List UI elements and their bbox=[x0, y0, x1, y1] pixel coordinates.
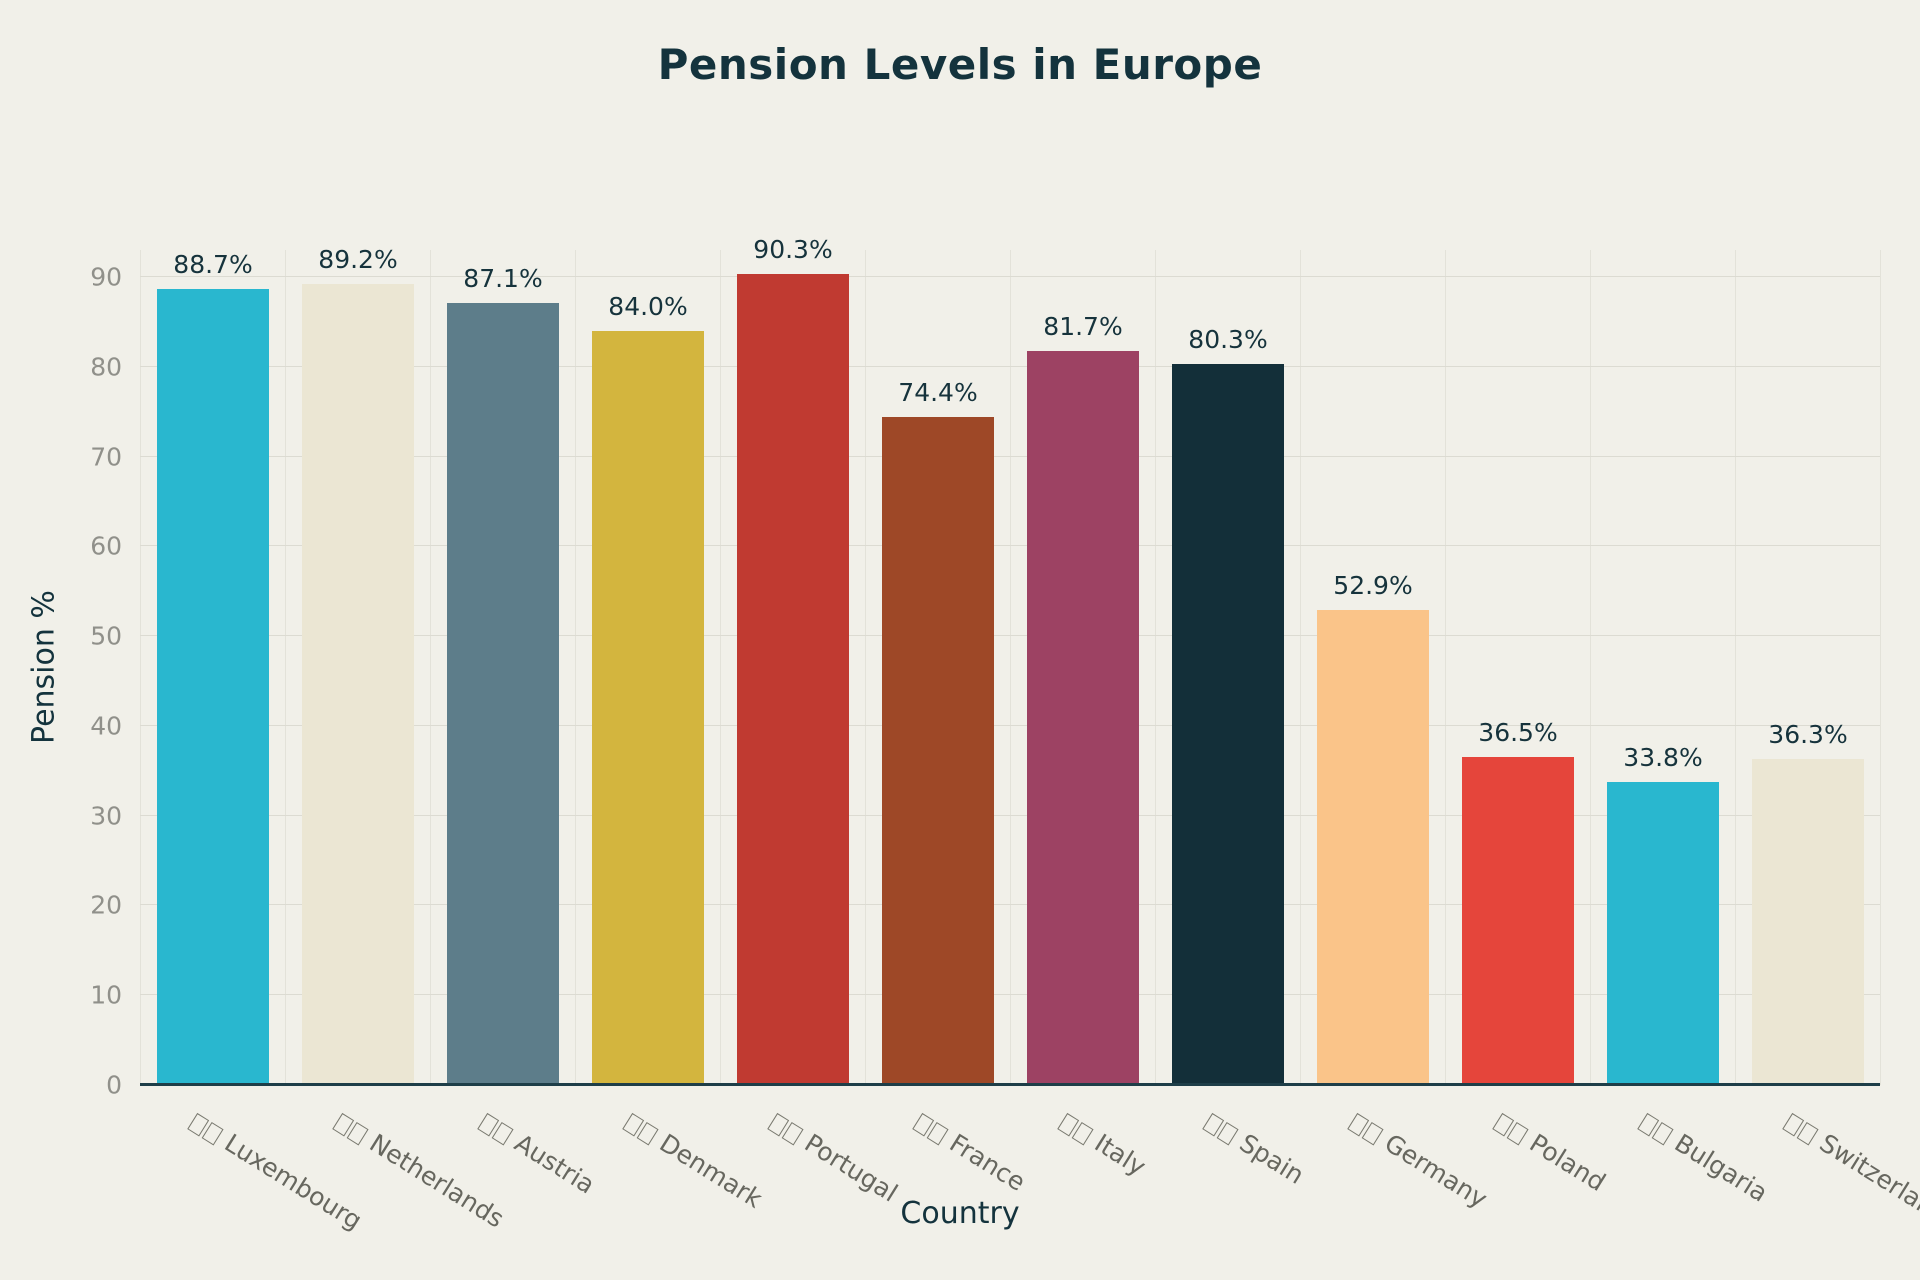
bar bbox=[302, 284, 414, 1085]
bar-value-label: 80.3% bbox=[1188, 325, 1268, 354]
gridline-h bbox=[140, 994, 1880, 995]
x-tick-text: Italy bbox=[1089, 1128, 1151, 1182]
bar bbox=[157, 289, 269, 1085]
x-tick-label: Spain bbox=[1201, 1107, 1310, 1190]
x-tick-text: Austria bbox=[509, 1128, 600, 1200]
bar bbox=[737, 274, 849, 1085]
bar bbox=[1027, 351, 1139, 1085]
gridline-v bbox=[140, 250, 141, 1085]
x-tick-label: Austria bbox=[476, 1107, 600, 1200]
x-axis-title: Country bbox=[900, 1196, 1020, 1231]
gridline-h bbox=[140, 366, 1880, 367]
y-tick-label: 90 bbox=[90, 262, 122, 292]
x-tick-label: Portugal bbox=[766, 1107, 903, 1208]
gridline-v bbox=[865, 250, 866, 1085]
chart-title: Pension Levels in Europe bbox=[657, 40, 1263, 89]
y-tick-label: 30 bbox=[90, 801, 122, 831]
y-tick-label: 80 bbox=[90, 352, 122, 382]
bar bbox=[1462, 757, 1574, 1085]
bar bbox=[447, 303, 559, 1085]
gridline-h bbox=[140, 725, 1880, 726]
bar bbox=[882, 417, 994, 1085]
bar-value-label: 89.2% bbox=[318, 245, 398, 274]
y-tick-label: 60 bbox=[90, 531, 122, 561]
bar bbox=[1752, 759, 1864, 1085]
bar bbox=[592, 331, 704, 1085]
gridline-v bbox=[1735, 250, 1736, 1085]
x-tick-label: France bbox=[911, 1107, 1031, 1197]
y-axis-title: Pension % bbox=[26, 590, 62, 744]
x-tick-text: Poland bbox=[1524, 1128, 1611, 1198]
bar-value-label: 88.7% bbox=[173, 250, 253, 279]
bar-value-label: 74.4% bbox=[898, 378, 978, 407]
gridline-h bbox=[140, 904, 1880, 905]
x-tick-label: Poland bbox=[1491, 1107, 1611, 1197]
y-tick-label: 70 bbox=[90, 442, 122, 472]
gridline-h bbox=[140, 545, 1880, 546]
gridline-v bbox=[1300, 250, 1301, 1085]
y-tick-label: 10 bbox=[90, 980, 122, 1010]
x-tick-label: Bulgaria bbox=[1636, 1107, 1773, 1208]
y-tick-label: 50 bbox=[90, 621, 122, 651]
gridline-v bbox=[1880, 250, 1881, 1085]
x-tick-label: Italy bbox=[1056, 1107, 1151, 1182]
bar-value-label: 52.9% bbox=[1333, 571, 1413, 600]
gridline-h bbox=[140, 635, 1880, 636]
y-tick-label: 40 bbox=[90, 711, 122, 741]
bar-value-label: 87.1% bbox=[463, 264, 543, 293]
bar bbox=[1607, 782, 1719, 1085]
bar-value-label: 84.0% bbox=[608, 292, 688, 321]
bar bbox=[1317, 610, 1429, 1085]
bar-value-label: 90.3% bbox=[753, 235, 833, 264]
gridline-h bbox=[140, 815, 1880, 816]
bar-value-label: 36.3% bbox=[1768, 720, 1848, 749]
bar-value-label: 36.5% bbox=[1478, 718, 1558, 747]
bar-value-label: 33.8% bbox=[1623, 743, 1703, 772]
gridline-h bbox=[140, 456, 1880, 457]
gridline-v bbox=[1155, 250, 1156, 1085]
y-tick-label: 20 bbox=[90, 890, 122, 920]
gridline-v bbox=[720, 250, 721, 1085]
gridline-v bbox=[1590, 250, 1591, 1085]
x-tick-text: Spain bbox=[1234, 1128, 1310, 1190]
gridline-v bbox=[1445, 250, 1446, 1085]
gridline-v bbox=[430, 250, 431, 1085]
x-axis-line bbox=[140, 1083, 1880, 1086]
bar bbox=[1172, 364, 1284, 1085]
gridline-h bbox=[140, 276, 1880, 277]
bar-value-label: 81.7% bbox=[1043, 312, 1123, 341]
gridline-v bbox=[1010, 250, 1011, 1085]
x-tick-text: France bbox=[944, 1128, 1031, 1197]
gridline-v bbox=[575, 250, 576, 1085]
y-tick-label: 0 bbox=[106, 1070, 122, 1100]
plot-area: 0 10 20 30 40 50 60 70 80 90 88.7% Luxembourg 89.2% N… bbox=[90, 235, 1920, 1235]
gridline-v bbox=[285, 250, 286, 1085]
